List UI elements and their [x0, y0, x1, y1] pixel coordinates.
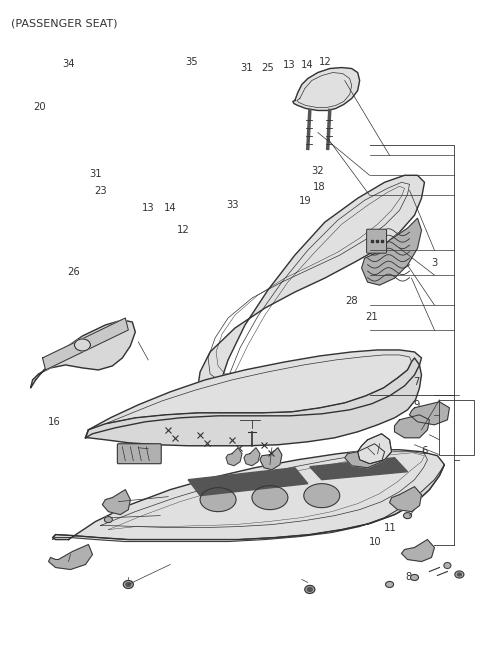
- Ellipse shape: [444, 562, 451, 569]
- Polygon shape: [358, 434, 392, 464]
- Text: 14: 14: [301, 60, 314, 70]
- Text: 7: 7: [413, 377, 420, 386]
- Polygon shape: [244, 448, 260, 466]
- Ellipse shape: [123, 581, 133, 588]
- Polygon shape: [395, 415, 430, 438]
- Text: 16: 16: [48, 417, 60, 426]
- Polygon shape: [345, 443, 384, 468]
- Text: 28: 28: [345, 296, 358, 306]
- Text: 12: 12: [177, 226, 190, 236]
- Text: 29: 29: [413, 423, 426, 433]
- Ellipse shape: [252, 485, 288, 510]
- Text: 10: 10: [369, 537, 382, 547]
- Text: 23: 23: [95, 186, 107, 195]
- Ellipse shape: [404, 512, 411, 519]
- Ellipse shape: [200, 487, 236, 512]
- Ellipse shape: [457, 573, 461, 576]
- Text: 35: 35: [185, 57, 198, 67]
- Text: 9: 9: [413, 400, 420, 409]
- Polygon shape: [361, 218, 421, 285]
- Text: 6: 6: [421, 446, 427, 456]
- Polygon shape: [85, 350, 421, 438]
- Text: 21: 21: [365, 312, 378, 322]
- Ellipse shape: [385, 581, 394, 588]
- Ellipse shape: [74, 339, 90, 351]
- Text: 34: 34: [62, 58, 74, 68]
- Polygon shape: [198, 175, 424, 393]
- Ellipse shape: [410, 575, 419, 581]
- Ellipse shape: [455, 571, 464, 578]
- Ellipse shape: [307, 588, 312, 592]
- Polygon shape: [52, 450, 444, 539]
- Ellipse shape: [126, 583, 131, 586]
- Polygon shape: [48, 544, 93, 569]
- Text: 25: 25: [261, 63, 274, 73]
- Polygon shape: [390, 487, 421, 512]
- Polygon shape: [293, 68, 360, 110]
- Text: 32: 32: [311, 166, 324, 176]
- Text: 14: 14: [163, 203, 176, 213]
- Text: 8: 8: [405, 572, 411, 582]
- Text: 20: 20: [33, 102, 46, 112]
- FancyBboxPatch shape: [117, 443, 161, 464]
- Polygon shape: [402, 539, 434, 562]
- Text: 13: 13: [142, 203, 155, 213]
- Text: 18: 18: [313, 182, 325, 192]
- Text: 31: 31: [240, 63, 252, 73]
- Text: 31: 31: [90, 169, 102, 179]
- Polygon shape: [188, 468, 308, 496]
- Polygon shape: [102, 489, 130, 514]
- Polygon shape: [31, 320, 135, 388]
- Ellipse shape: [305, 585, 315, 594]
- Polygon shape: [43, 318, 128, 370]
- Text: 19: 19: [299, 196, 311, 206]
- Text: 11: 11: [384, 523, 396, 533]
- Polygon shape: [52, 464, 444, 542]
- Polygon shape: [409, 402, 449, 425]
- Text: (PASSENGER SEAT): (PASSENGER SEAT): [11, 18, 117, 29]
- Ellipse shape: [304, 483, 340, 508]
- Polygon shape: [85, 358, 421, 445]
- Text: 12: 12: [319, 57, 331, 67]
- FancyBboxPatch shape: [367, 229, 386, 253]
- Polygon shape: [226, 448, 242, 466]
- Text: 26: 26: [68, 268, 81, 277]
- Polygon shape: [260, 448, 282, 470]
- Ellipse shape: [104, 516, 112, 523]
- Text: 13: 13: [283, 60, 296, 70]
- Text: 3: 3: [432, 258, 438, 268]
- Polygon shape: [310, 458, 408, 480]
- Text: 33: 33: [227, 200, 239, 210]
